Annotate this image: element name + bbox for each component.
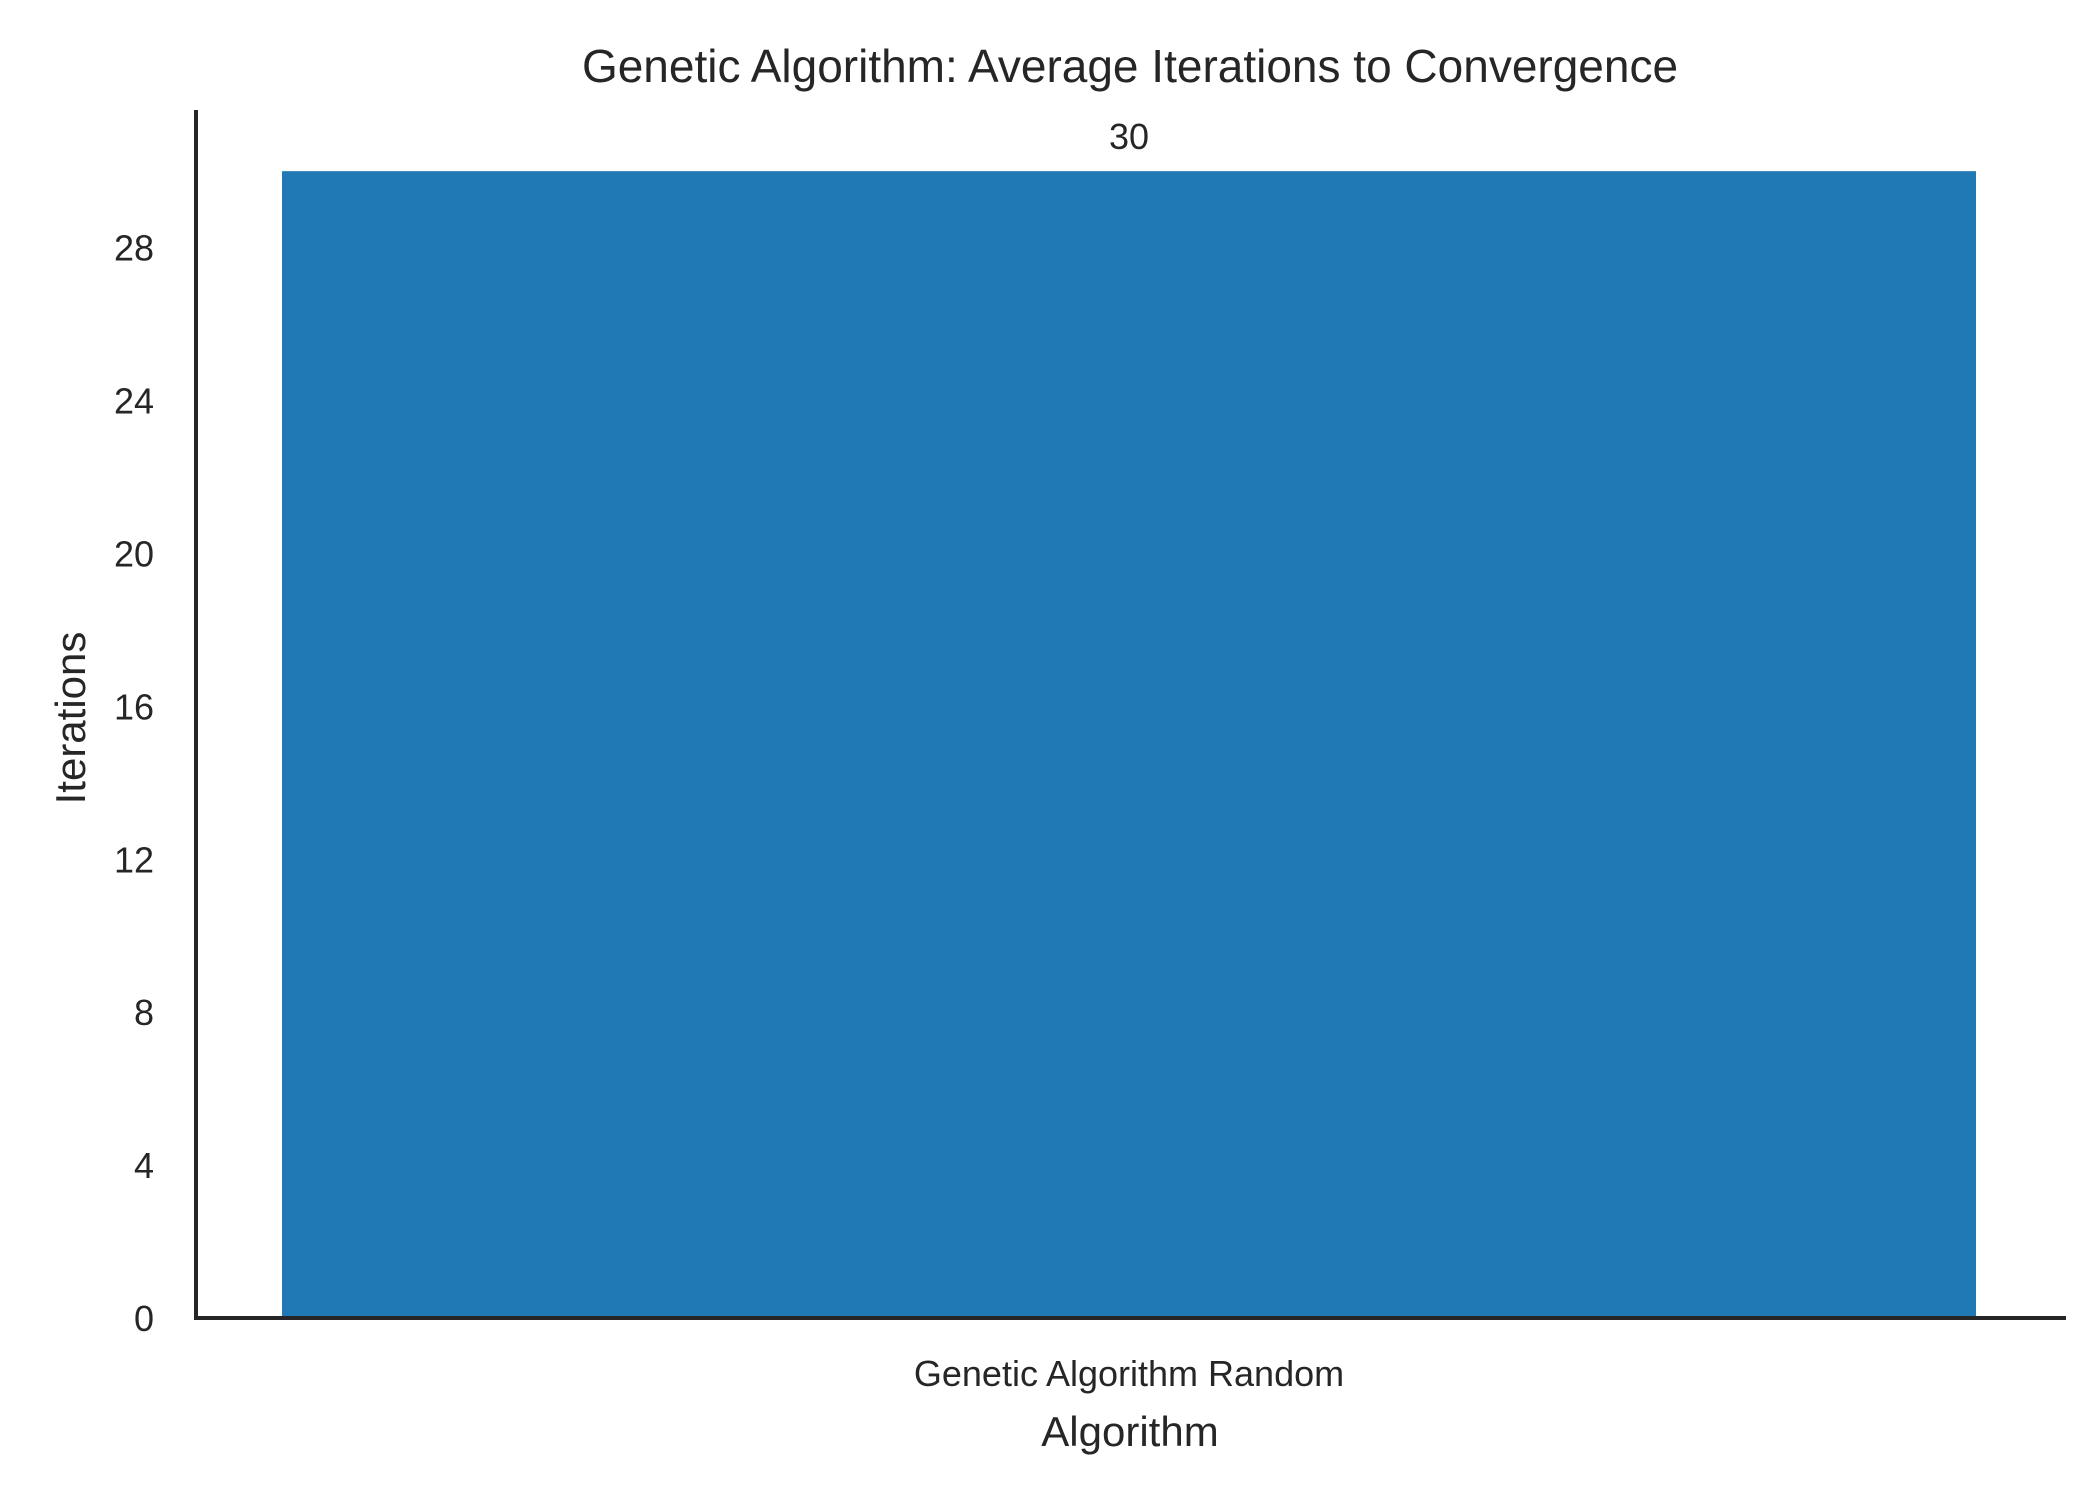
y-tick-label: 12: [114, 839, 154, 880]
y-tick-label: 20: [114, 533, 154, 574]
y-axis-ticks: 0 4 8 12 16 20 24 28: [114, 228, 154, 1339]
chart-title: Genetic Algorithm: Average Iterations to…: [582, 40, 1678, 92]
bars-layer: [282, 171, 1976, 1318]
data-labels-layer: 30: [1109, 116, 1149, 157]
bar: [282, 171, 1976, 1318]
bar-value-label: 30: [1109, 116, 1149, 157]
y-tick-label: 4: [134, 1145, 154, 1186]
x-axis-ticks: Genetic Algorithm Random: [914, 1353, 1344, 1394]
y-tick-label: 16: [114, 686, 154, 727]
x-axis-label: Algorithm: [1041, 1408, 1218, 1455]
y-tick-label: 24: [114, 381, 154, 422]
y-axis-label: Iterations: [47, 632, 94, 805]
x-tick-label: Genetic Algorithm Random: [914, 1353, 1344, 1394]
y-tick-label: 8: [134, 992, 154, 1033]
y-tick-label: 0: [134, 1298, 154, 1339]
y-tick-label: 28: [114, 228, 154, 269]
